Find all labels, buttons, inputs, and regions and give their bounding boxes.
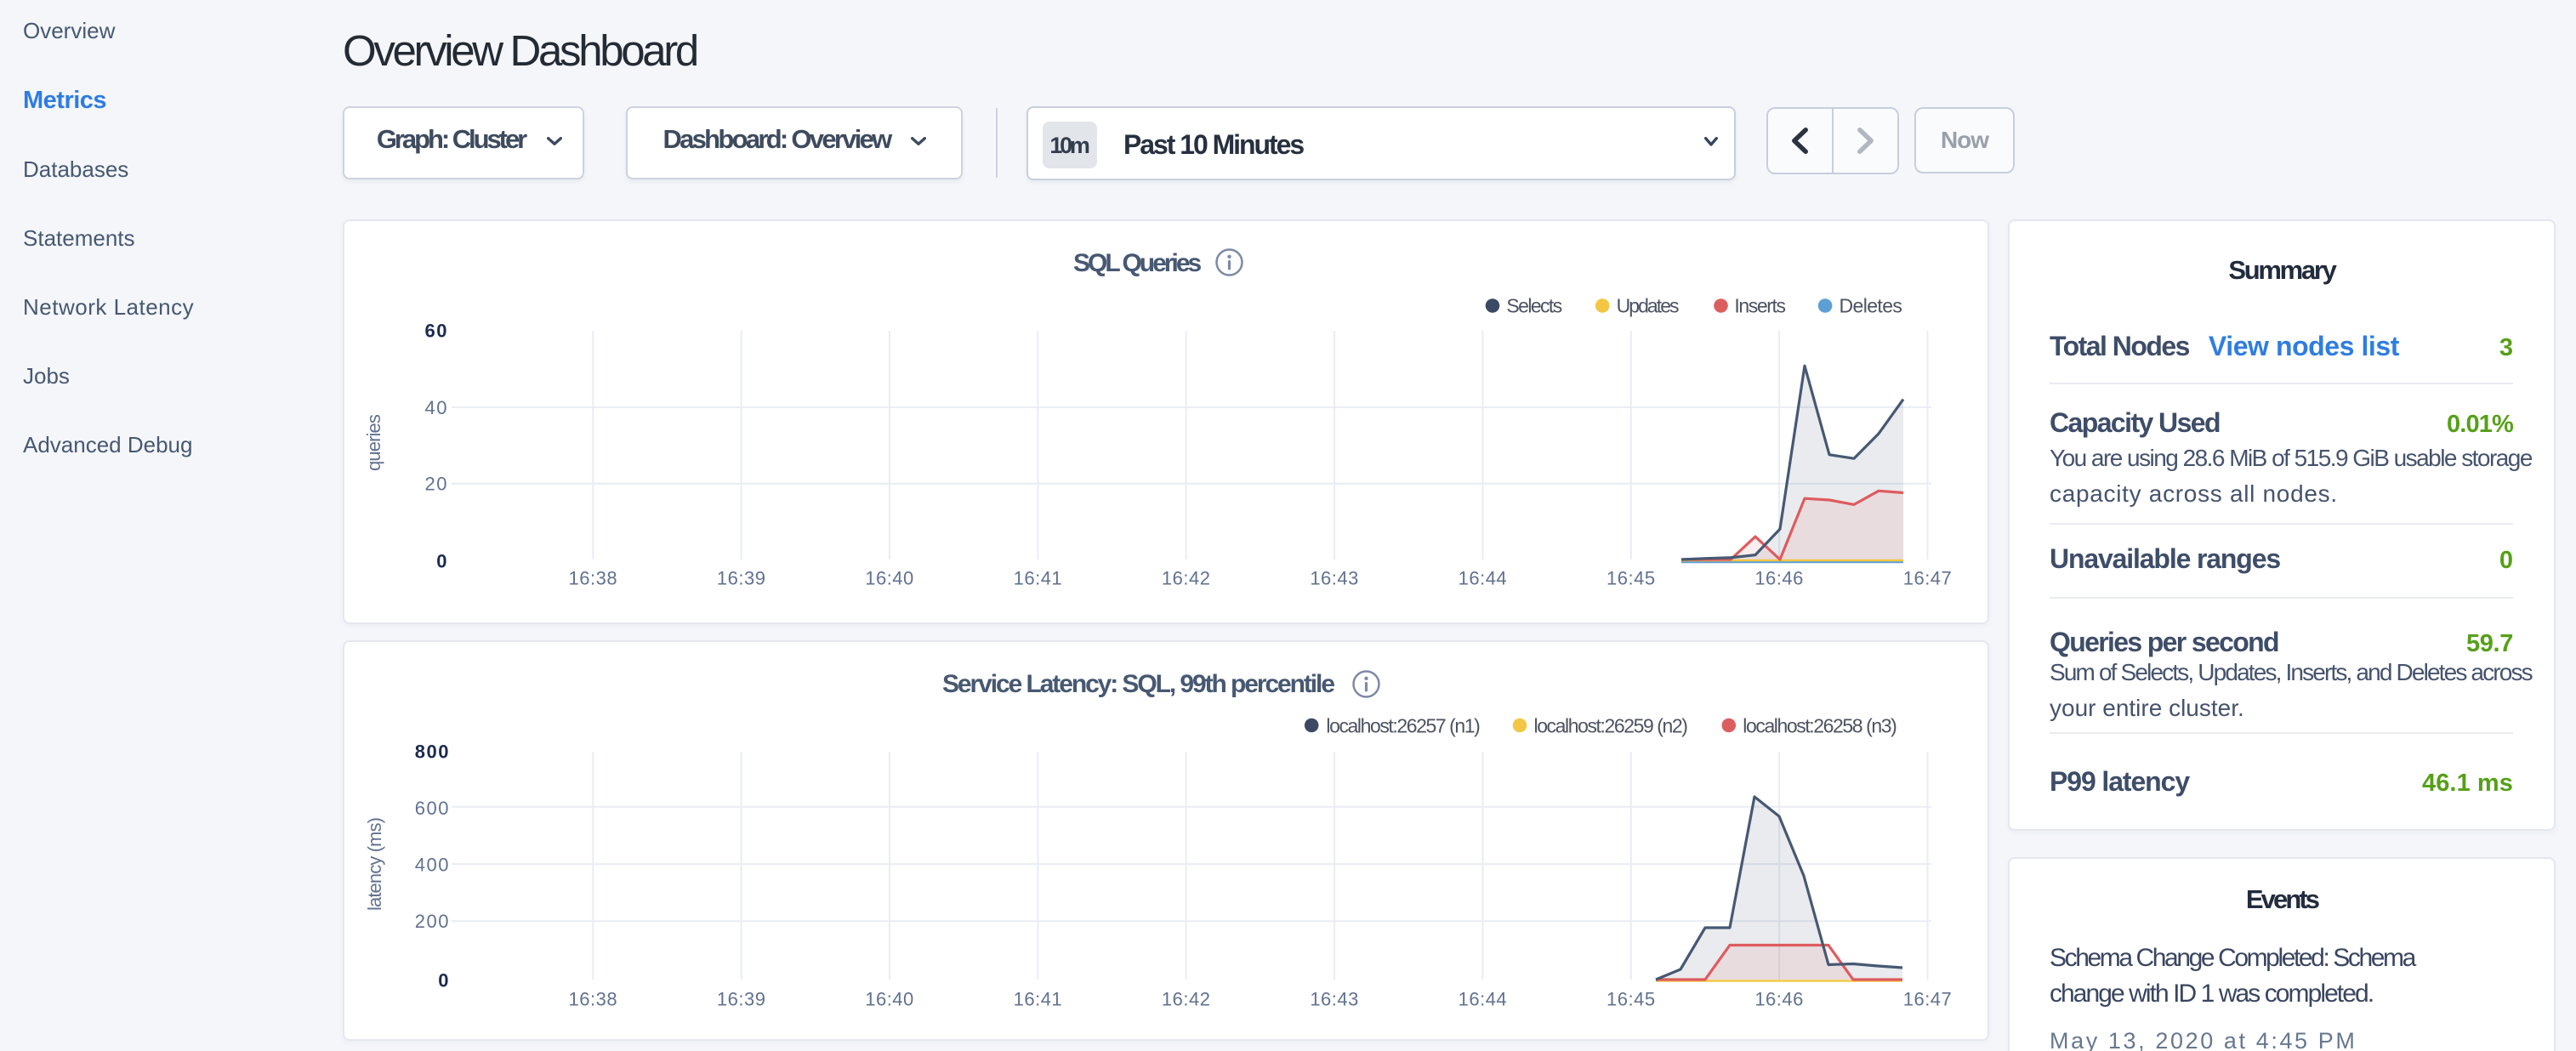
svg-text:Deletes: Deletes	[1840, 295, 1902, 317]
svg-text:400: 400	[415, 854, 450, 875]
svg-text:16:40: 16:40	[865, 568, 914, 589]
svg-text:16:43: 16:43	[1310, 568, 1359, 589]
svg-text:800: 800	[415, 741, 450, 763]
svg-text:16:38: 16:38	[569, 568, 618, 589]
svg-text:16:47: 16:47	[1903, 989, 1953, 1010]
svg-text:0: 0	[438, 970, 450, 991]
svg-text:16:44: 16:44	[1459, 989, 1508, 1010]
svg-text:latency (ms): latency (ms)	[364, 818, 385, 911]
svg-text:16:45: 16:45	[1606, 989, 1656, 1010]
svg-text:16:38: 16:38	[569, 989, 618, 1010]
svg-text:16:42: 16:42	[1162, 989, 1211, 1010]
svg-text:40: 40	[425, 397, 448, 418]
svg-text:16:46: 16:46	[1754, 568, 1804, 589]
svg-text:20: 20	[425, 474, 448, 495]
svg-text:localhost:26259 (n2): localhost:26259 (n2)	[1534, 715, 1688, 737]
svg-text:16:45: 16:45	[1606, 568, 1656, 589]
svg-text:16:39: 16:39	[717, 568, 766, 589]
svg-text:16:39: 16:39	[717, 989, 766, 1010]
svg-text:16:44: 16:44	[1459, 568, 1508, 589]
svg-text:localhost:26258 (n3): localhost:26258 (n3)	[1743, 715, 1896, 737]
svg-text:queries: queries	[363, 414, 384, 471]
svg-text:Updates: Updates	[1617, 295, 1679, 317]
svg-text:16:46: 16:46	[1754, 989, 1804, 1010]
svg-text:localhost:26257 (n1): localhost:26257 (n1)	[1326, 715, 1480, 737]
svg-text:16:40: 16:40	[865, 989, 914, 1010]
svg-text:200: 200	[415, 911, 450, 932]
svg-text:60: 60	[425, 321, 448, 342]
svg-text:16:41: 16:41	[1014, 568, 1063, 589]
svg-text:Selects: Selects	[1506, 295, 1561, 317]
svg-text:600: 600	[415, 798, 450, 819]
svg-text:0: 0	[436, 551, 448, 572]
svg-text:16:41: 16:41	[1014, 989, 1063, 1010]
svg-text:16:42: 16:42	[1162, 568, 1211, 589]
svg-text:16:47: 16:47	[1903, 568, 1953, 589]
svg-text:Inserts: Inserts	[1734, 295, 1785, 317]
svg-text:16:43: 16:43	[1310, 989, 1359, 1010]
